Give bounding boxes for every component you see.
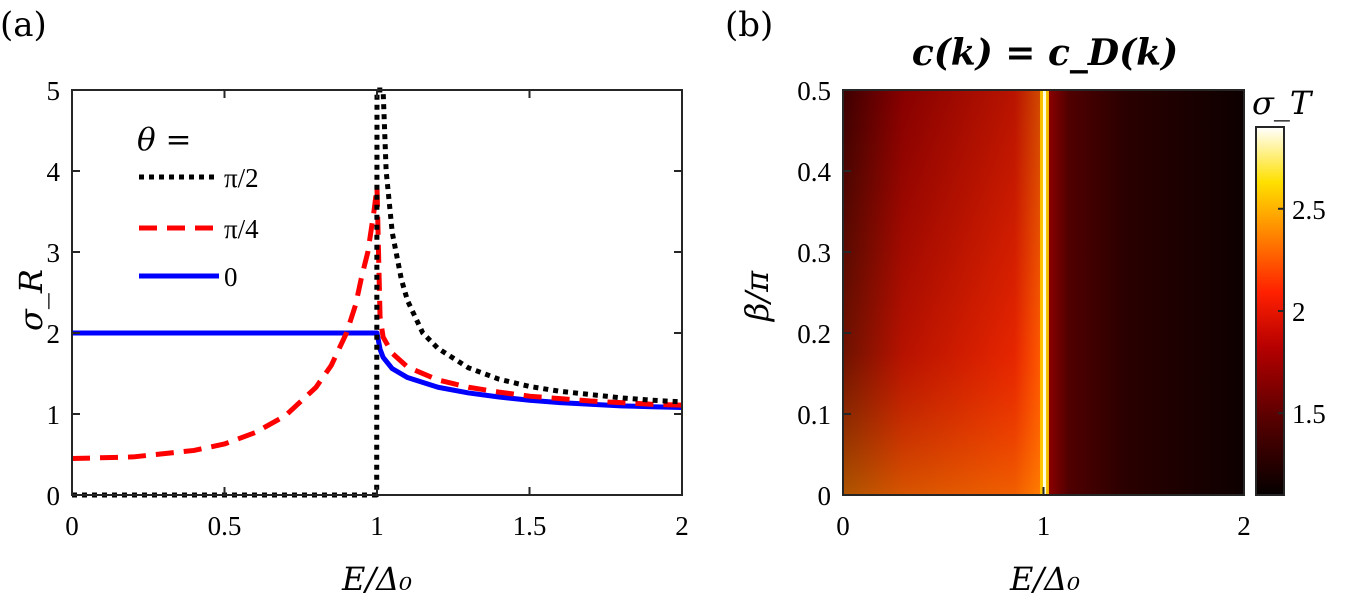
y-tick-label: 1 (47, 400, 61, 430)
panel-a-label: (a) (0, 5, 47, 45)
b-x-tick-label: 0 (836, 511, 850, 541)
legend-label-zero: 0 (224, 262, 238, 292)
x-tick-label: 2 (675, 511, 689, 541)
colorbar-tick-label: 2.5 (1292, 195, 1326, 225)
b-x-tick-label: 2 (1237, 511, 1251, 541)
b-y-tick-label: 0.5 (797, 76, 831, 106)
y-tick-label: 3 (47, 238, 61, 268)
panel-b-title: c(k) = c_D(k) (912, 32, 1178, 74)
panel-a-y-label: σ_R (12, 269, 50, 331)
heatmap (843, 90, 1244, 495)
heatmap-peak-line (1043, 90, 1046, 495)
b-y-tick-label: 0.2 (797, 319, 831, 349)
panel-b-label: (b) (725, 5, 773, 45)
figure: (a) 0 0.5 1 1.5 2 0 1 2 3 4 5 σ_R E/Δ₀ θ = π/2 π/4… (0, 0, 1346, 605)
colorbar-tick-label: 1.5 (1292, 399, 1326, 429)
colorbar: σ_T 1.5 2 2.5 (1252, 84, 1326, 495)
legend-label-pi-half: π/2 (224, 163, 259, 193)
b-y-tick-label: 0.3 (797, 238, 831, 268)
heatmap-right-region (1045, 90, 1244, 495)
heatmap-left-shading (843, 90, 1045, 495)
legend-label-pi-quarter: π/4 (224, 214, 259, 244)
b-y-tick-label: 0.4 (797, 157, 831, 187)
y-tick-label: 0 (47, 481, 61, 511)
b-y-tick-label: 0 (818, 481, 832, 511)
y-tick-label: 5 (47, 76, 61, 106)
x-tick-label: 0.5 (208, 511, 242, 541)
legend: θ = π/2 π/4 0 (137, 122, 259, 292)
colorbar-label: σ_T (1252, 84, 1314, 122)
b-x-tick-label: 1 (1037, 511, 1051, 541)
colorbar-ticks: 1.5 2 2.5 (1278, 195, 1326, 429)
panel-b-x-label: E/Δ₀ (1009, 560, 1080, 598)
y-tick-label: 4 (47, 157, 61, 187)
panel-b: (b) c(k) = c_D(k) 0 1 2 0 0.1 0.2 0.3 0.4 0.5 β/… (725, 5, 1326, 598)
colorbar-tick-label: 2 (1292, 297, 1306, 327)
x-tick-label: 1.5 (513, 511, 547, 541)
legend-title: θ = (137, 122, 192, 158)
panel-a-x-label: E/Δ₀ (341, 560, 412, 598)
x-tick-label: 0 (65, 511, 79, 541)
panel-b-y-label: β/π (738, 270, 776, 322)
b-y-tick-label: 0.1 (797, 400, 831, 430)
x-tick-label: 1 (370, 511, 384, 541)
